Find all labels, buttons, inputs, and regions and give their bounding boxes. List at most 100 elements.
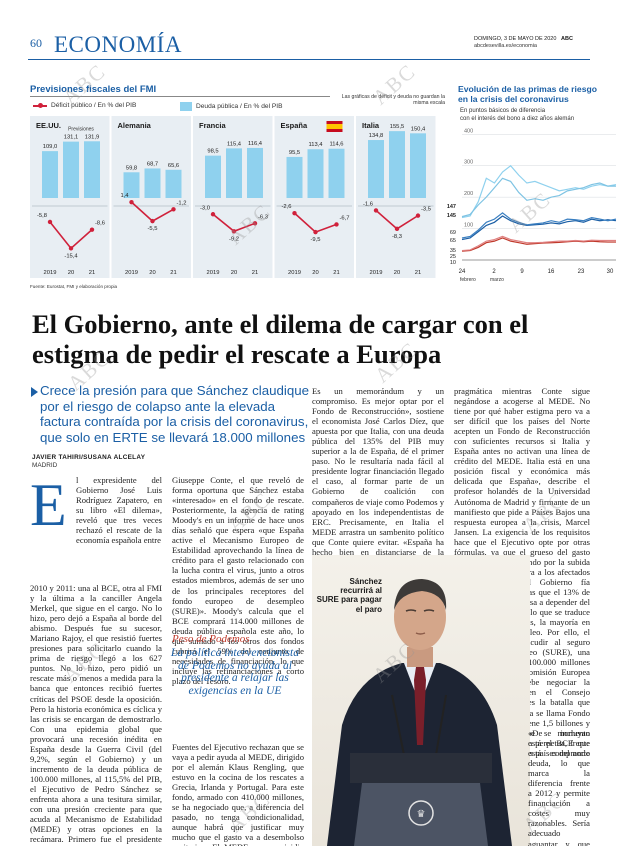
debt-label: 113,4: [308, 142, 323, 148]
pull-quote: La política intervencionista de Podemos …: [170, 646, 300, 697]
y-tick-label: 300: [464, 160, 473, 166]
month-label: febrero: [460, 277, 476, 283]
debt-label: 114,6: [329, 142, 343, 148]
photo-caption: Sánchez recurrirá al SURE para pagar el …: [316, 577, 382, 614]
body-col1: 2010 y 2011: una al BCE, otra al FMI y l…: [30, 583, 162, 846]
series-line: [461, 164, 617, 219]
y-tick-label: 100: [464, 223, 473, 229]
pull-quote-title: Peso de Podemos: [172, 633, 250, 645]
year-tick: 21: [89, 270, 95, 276]
debt-bar: [389, 131, 405, 198]
deficit-label: -15,4: [64, 253, 78, 259]
debt-bar: [144, 168, 161, 198]
year-tick: 21: [252, 270, 258, 276]
body-col2-top: Giuseppe Conte, el que reveló de forma o…: [172, 475, 304, 686]
deficit-point: [231, 229, 237, 234]
series-line: [461, 177, 616, 218]
deficit-label: -5,8: [37, 213, 47, 219]
debt-bar: [286, 156, 303, 198]
deficit-point: [313, 229, 318, 235]
debt-label: 134,8: [369, 133, 384, 139]
headline: El Gobierno, ante el dilema de cargar co…: [32, 309, 529, 369]
page-number: 60: [30, 36, 42, 50]
chart-fmi-source: Fuente: Eurostat, FMI y elaboración prop…: [30, 284, 118, 289]
legend-deficit: Déficit público / En % del PIB: [33, 102, 136, 109]
deficit-point: [210, 212, 216, 217]
deficit-label: -6,3: [258, 214, 268, 220]
debt-label: 131,1: [64, 135, 79, 141]
series-line: [461, 212, 617, 239]
deficit-label: -9,5: [311, 237, 321, 243]
deficit-label: -1,6: [363, 201, 373, 207]
x-tick-label: 24: [459, 269, 466, 275]
debt-label: 150,4: [411, 126, 426, 132]
year-tick: 2019: [370, 270, 383, 276]
country-label: Alemania: [118, 121, 152, 130]
x-tick-label: 2: [492, 269, 496, 275]
debt-bar: [63, 141, 79, 198]
deficit-label: 1,4: [120, 193, 129, 199]
debt-label: 68,7: [147, 161, 158, 167]
panel-francia: Francia 98,5 115,4 116,4 -3,0 -9,2 -6,3 2019 20 2…: [193, 116, 273, 278]
debt-label: 155,5: [390, 124, 405, 130]
deficit-point: [89, 227, 95, 232]
series-line: [461, 235, 616, 252]
legend-debt: Deuda pública / En % del PIB: [180, 102, 283, 111]
body-col1-top: l expresidente del Gobierno José Luis Ro…: [76, 475, 162, 546]
deficit-point: [292, 210, 297, 216]
deficit-label: -3,5: [421, 207, 431, 213]
country-label: España: [281, 121, 309, 130]
chart-fmi-title: Previsiones fiscales del FMI: [30, 84, 157, 95]
month-label: marzo: [490, 277, 504, 283]
debt-bar: [368, 140, 384, 198]
country-label: EE.UU.: [36, 121, 61, 130]
year-tick: 21: [170, 270, 176, 276]
end-value-label: 35: [450, 248, 456, 254]
debt-label: 59,8: [126, 165, 137, 171]
debt-label: 131,9: [85, 134, 100, 140]
deficit-line-swatch: [33, 102, 47, 108]
deficit-point: [150, 218, 155, 224]
debt-label: 98,5: [207, 149, 218, 155]
panel-espaa: España 95,5 113,4 114,6 -2,6 -9,5 -6,7 2019 20 21: [274, 116, 354, 278]
end-value-label: 65: [450, 238, 456, 244]
dateline: MADRID: [32, 462, 58, 469]
debt-label: 65,6: [168, 163, 179, 169]
end-value-label: 145: [447, 213, 456, 219]
series-line: [461, 215, 617, 241]
panel-alemania: Alemania 59,8 68,7 65,6 1,4 -5,5 -1,2 2019 20 21: [111, 116, 191, 278]
debt-bar: [307, 149, 324, 198]
year-tick: 21: [333, 270, 339, 276]
debt-bar: [165, 169, 182, 198]
year-tick: 20: [312, 270, 318, 276]
panel-italia: Italia 134,8 155,5 150,4 -1,6 -8,3 -3,5 2019 20 2…: [356, 116, 436, 278]
deficit-point: [394, 226, 400, 232]
deck: Crece la presión para que Sánchez claudi…: [40, 383, 310, 445]
year-tick: 21: [415, 270, 421, 276]
deficit-label: -1,2: [177, 200, 187, 206]
debt-label: 95,5: [289, 150, 300, 156]
y-tick-label: 200: [464, 191, 473, 197]
byline: JAVIER TAHIRI/SUSANA ALCELAY: [32, 454, 146, 461]
deficit-point: [171, 207, 176, 212]
debt-bar: [247, 147, 263, 198]
deficit-label: -8,3: [392, 234, 402, 240]
legend-deficit-label: Déficit público / En % del PIB: [51, 102, 137, 109]
debt-label: 109,0: [43, 144, 58, 150]
debt-bar: [123, 172, 140, 198]
chart-risk-title: Evolución de las primas de riesgo en la …: [458, 84, 597, 105]
deficit-label: -5,5: [148, 226, 158, 232]
year-tick: 20: [68, 270, 74, 276]
deficit-point: [129, 199, 134, 205]
y-tick-label: 400: [464, 128, 473, 134]
debt-bar: [42, 151, 58, 198]
debt-bar: [410, 133, 426, 198]
body-col3: Es un memorándum y un compromiso. Es mej…: [312, 386, 444, 577]
chart-fmi-note: Las gráficas de déficit y deuda no guard…: [341, 94, 445, 106]
deficit-label: -2,6: [282, 204, 292, 210]
svg-text:♛: ♛: [417, 809, 426, 820]
chart-risk-subtitle-1: En puntos básicos de diferencia: [460, 108, 546, 114]
debt-bar: [205, 155, 221, 198]
